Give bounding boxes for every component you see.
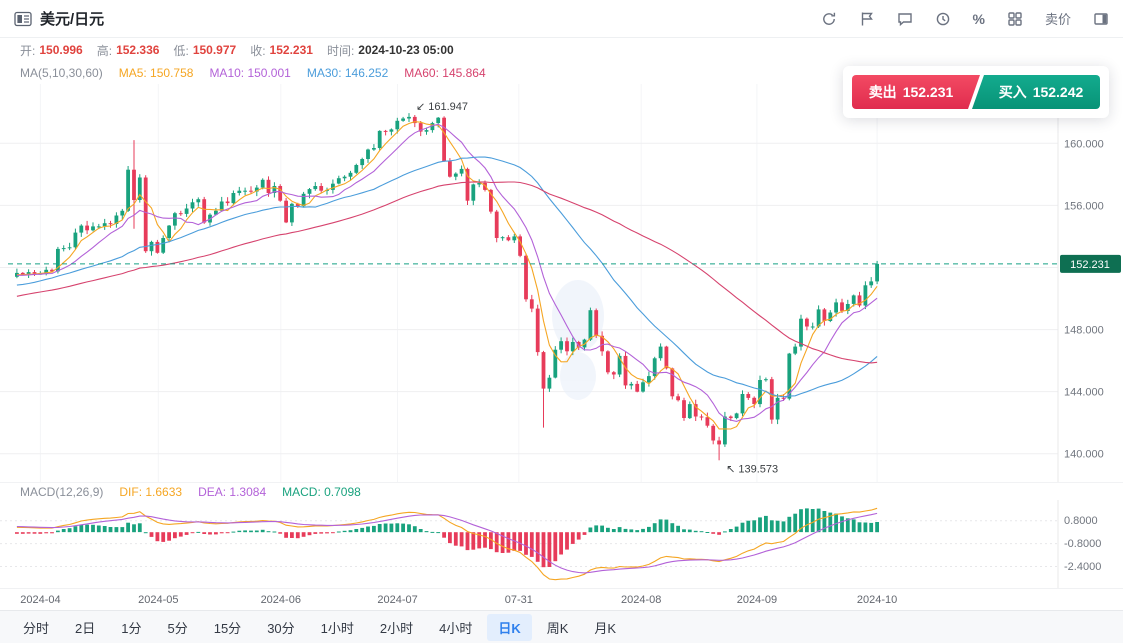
- time-label: 时间:: [326, 43, 355, 58]
- period-tab-2小时[interactable]: 2小时: [379, 620, 414, 636]
- main-chart-area: 160.000 156.000 148.000 144.000 140.000 152.2…: [0, 84, 1123, 482]
- current-price-chip: 152.231: [1060, 254, 1121, 273]
- max-price-annotation: ↙ 161.947: [416, 101, 468, 113]
- period-tab-5分[interactable]: 5分: [167, 620, 188, 636]
- close-label: 收:: [250, 43, 266, 58]
- svg-text:140.000: 140.000: [1064, 449, 1104, 461]
- svg-text:144.000: 144.000: [1064, 387, 1104, 399]
- open-value: 150.996: [39, 43, 83, 57]
- ma30-line: [16, 156, 878, 398]
- svg-text:148.000: 148.000: [1064, 325, 1104, 337]
- open-label: 开:: [20, 43, 36, 58]
- min-price-annotation: ↖ 139.573: [726, 463, 778, 475]
- dea-line: [16, 512, 878, 574]
- sell-button-price: 152.231: [902, 84, 954, 100]
- instrument-icon: [14, 10, 32, 28]
- svg-text:152.231: 152.231: [1070, 259, 1110, 271]
- dif-line: [16, 507, 878, 581]
- refresh-icon[interactable]: [821, 11, 837, 27]
- svg-text:-2.4000: -2.4000: [1064, 561, 1101, 573]
- period-tab-日K[interactable]: 日K: [487, 613, 532, 641]
- period-tab-月K[interactable]: 月K: [594, 620, 617, 636]
- candles: [15, 113, 879, 461]
- ma10-legend: MA10: 150.001: [209, 66, 291, 80]
- watermark: [552, 280, 604, 400]
- clock-icon[interactable]: [935, 11, 951, 27]
- page-title: 美元/日元: [40, 11, 105, 28]
- low-value: 150.977: [192, 43, 237, 57]
- period-tab-4小时[interactable]: 4小时: [439, 620, 473, 636]
- buy-button-label: 买入: [998, 84, 1027, 100]
- ma60-legend: MA60: 145.864: [404, 66, 486, 80]
- macd-chart-canvas[interactable]: 0.8000 -0.8000 -2.4000: [0, 500, 1123, 588]
- dea-legend: DEA: 1.3084: [198, 484, 267, 499]
- grid-icon[interactable]: [1007, 11, 1023, 27]
- svg-text:156.000: 156.000: [1064, 200, 1104, 212]
- buy-button-price: 152.242: [1032, 84, 1084, 100]
- x-axis-label: 2024-08: [621, 594, 662, 606]
- period-tab-1小时[interactable]: 1小时: [320, 620, 354, 636]
- ma10-line: [16, 123, 878, 422]
- macd-legend: MACD(12,26,9) DIF: 1.6633 DEA: 1.3084 MA…: [0, 482, 1123, 500]
- header-toolbar: % 卖价: [821, 9, 1109, 28]
- trade-panel: 卖出 152.231 买入 152.242: [843, 66, 1109, 118]
- x-axis-label: 2024-06: [260, 594, 301, 606]
- chat-icon[interactable]: [897, 11, 913, 27]
- high-label: 高:: [96, 43, 113, 58]
- period-tab-1分[interactable]: 1分: [121, 620, 142, 636]
- x-axis-label: 2024-10: [856, 594, 898, 606]
- period-tab-分时[interactable]: 分时: [23, 620, 50, 636]
- ma-legend: MA(5,10,30,60) MA5: 150.758 MA10: 150.00…: [0, 62, 1123, 84]
- close-value: 152.231: [269, 43, 313, 57]
- sell-button[interactable]: 卖出 152.231: [852, 75, 980, 109]
- high-value: 152.336: [116, 43, 160, 57]
- low-label: 低:: [173, 43, 189, 58]
- x-axis-label: 2024-05: [138, 594, 179, 606]
- percent-icon[interactable]: %: [972, 10, 985, 27]
- period-tab-30分[interactable]: 30分: [267, 620, 295, 636]
- period-tab-周K[interactable]: 周K: [546, 620, 569, 636]
- sell-price-toggle[interactable]: 卖价: [1044, 12, 1071, 27]
- period-toolbar: 分时 2日 1分 5分 15分 30分 1小时 2小时 4小时 日K 周K 月K: [0, 610, 1123, 643]
- ma-group-label: MA(5,10,30,60): [20, 66, 103, 80]
- svg-text:0.8000: 0.8000: [1064, 515, 1098, 527]
- period-tab-2日[interactable]: 2日: [75, 620, 96, 636]
- x-axis-label: 2024-09: [736, 594, 778, 606]
- quote-bar: 开: 150.996 高: 152.336 低: 150.977 收: 152.…: [0, 38, 1123, 62]
- panel-icon[interactable]: [1093, 11, 1109, 27]
- flag-icon[interactable]: [859, 11, 875, 27]
- time-value: 2024-10-23 05:00: [358, 43, 454, 57]
- dif-legend: DIF: 1.6633: [119, 484, 183, 499]
- ma5-line: [16, 121, 878, 430]
- macd-value-legend: MACD: 0.7098: [282, 484, 361, 499]
- macd-group-label: MACD(12,26,9): [20, 484, 104, 499]
- svg-text:-0.8000: -0.8000: [1064, 538, 1101, 550]
- x-axis: 2024-04 2024-05 2024-06 2024-07 07-31 2024-08…: [0, 588, 1123, 610]
- ma5-legend: MA5: 150.758: [118, 66, 194, 80]
- header: 美元/日元 % 卖价: [0, 0, 1123, 38]
- period-tab-15分[interactable]: 15分: [213, 620, 242, 636]
- ma30-legend: MA30: 146.252: [306, 66, 389, 80]
- sell-button-label: 卖出: [868, 84, 897, 100]
- buy-button[interactable]: 买入 152.242: [972, 75, 1100, 109]
- macd-histogram: [15, 508, 879, 568]
- x-axis-label: 2024-07: [377, 594, 418, 606]
- svg-text:160.000: 160.000: [1064, 138, 1104, 150]
- main-chart-canvas[interactable]: 160.000 156.000 148.000 144.000 140.000 152.2…: [0, 84, 1123, 482]
- x-axis-label: 2024-04: [20, 594, 61, 606]
- ma60-line: [16, 181, 878, 364]
- x-axis-label: 07-31: [504, 594, 533, 606]
